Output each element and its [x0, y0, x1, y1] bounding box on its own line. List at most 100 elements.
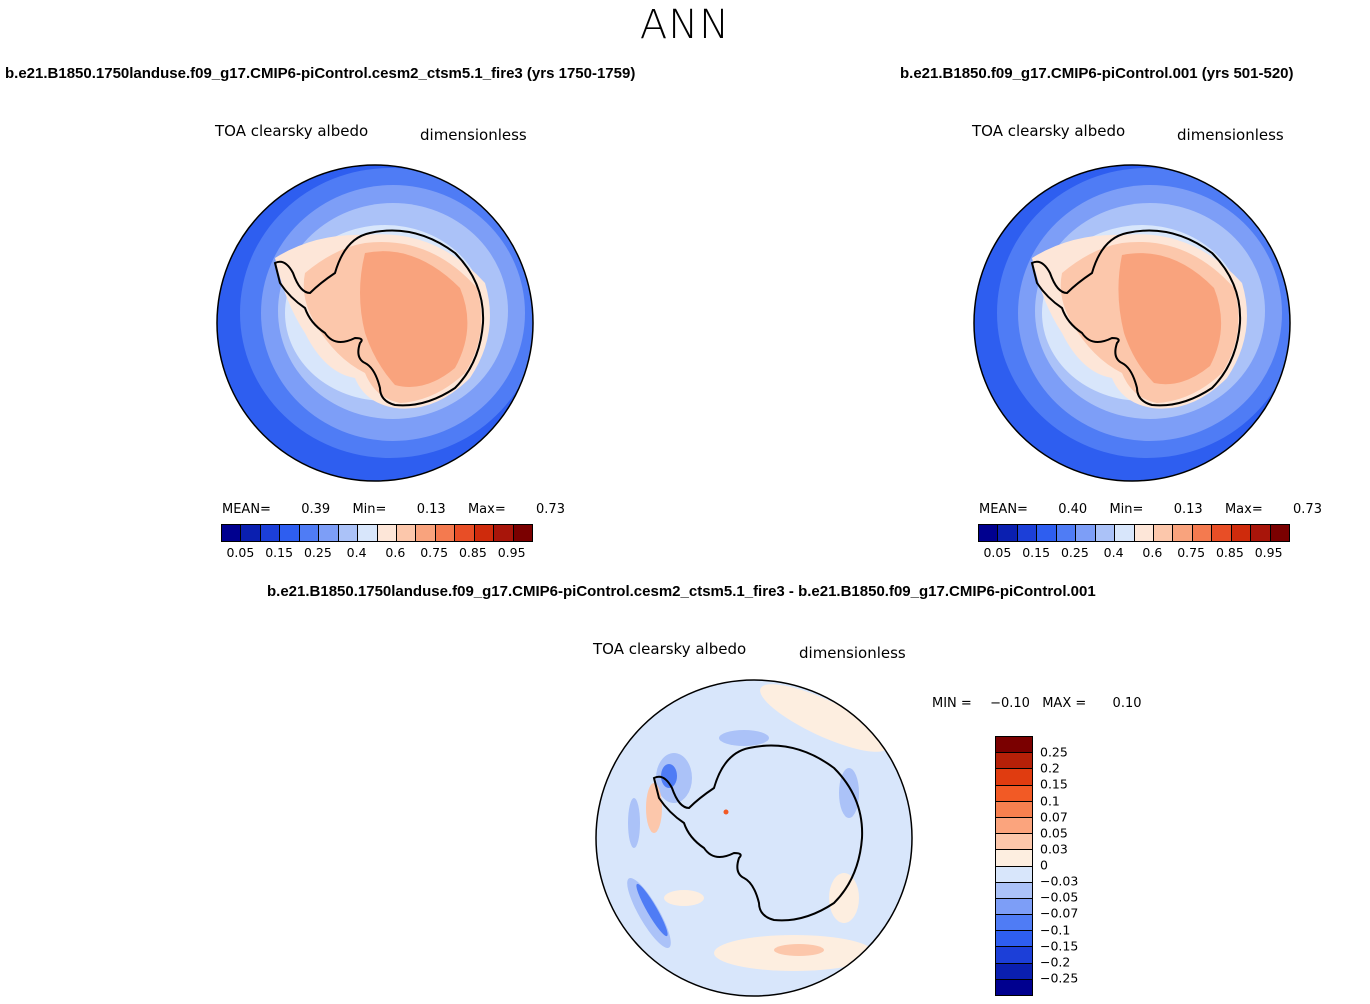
diff-colorbar: [995, 736, 1033, 996]
colorbar-swatch: [1037, 525, 1057, 541]
colorbar-tick-label: 0.25: [1040, 744, 1068, 760]
colorbar-swatch: [1056, 525, 1077, 541]
colorbar-tick-label: 0.4: [346, 545, 367, 560]
colorbar-tick-label: 0.6: [385, 545, 406, 560]
right-colorbar-ticks: 0.05 0.15 0.25 0.4 0.6 0.75 0.85 0.95: [978, 545, 1288, 561]
left-variable-label: TOA clearsky albedo: [215, 122, 369, 140]
colorbar-swatch: [1231, 525, 1252, 541]
colorbar-swatch: [222, 525, 242, 541]
diff-units-label: dimensionless: [799, 644, 906, 662]
right-colorbar: [978, 524, 1290, 542]
colorbar-swatch: [996, 963, 1032, 980]
colorbar-swatch: [996, 931, 1032, 948]
left-mean-value: 0.39: [301, 502, 331, 517]
left-stats: MEAN= 0.39 Min= 0.13 Max= 0.73: [222, 502, 565, 517]
colorbar-swatch: [455, 525, 475, 541]
diff-min-label: MIN =: [932, 696, 972, 711]
left-max-label: Max=: [467, 502, 506, 517]
left-polar-map: [216, 164, 534, 482]
diff-max-value: 0.10: [1112, 696, 1142, 711]
colorbar-swatch: [996, 850, 1032, 867]
colorbar-swatch: [377, 525, 397, 541]
diff-case-title: b.e21.B1850.1750landuse.f09_g17.CMIP6-pi…: [267, 583, 1096, 600]
colorbar-swatch: [280, 525, 300, 541]
colorbar-tick-label: 0.05: [1040, 825, 1068, 841]
colorbar-tick-label: −0.03: [1040, 873, 1079, 889]
colorbar-tick-label: 0.15: [1022, 545, 1051, 560]
colorbar-swatch: [1076, 525, 1096, 541]
right-polar-map: [973, 164, 1291, 482]
colorbar-tick-label: 0.85: [458, 545, 487, 560]
diff-colorbar-ticks: 0.25 0.2 0.15 0.1 0.07 0.05 0.03 0 −0.03 −0.05 −0.…: [1040, 736, 1100, 994]
colorbar-swatch: [996, 882, 1032, 899]
diff-polar-map: [595, 679, 913, 997]
left-case-title: b.e21.B1850.1750landuse.f09_g17.CMIP6-pi…: [5, 65, 636, 82]
right-min-value: 0.13: [1173, 502, 1203, 517]
colorbar-swatch: [996, 947, 1032, 964]
left-mean-label: MEAN=: [222, 502, 271, 517]
colorbar-tick-label: 0.75: [420, 545, 449, 560]
colorbar-swatch: [513, 525, 532, 541]
colorbar-swatch: [260, 525, 281, 541]
right-max-label: Max=: [1224, 502, 1263, 517]
left-min-value: 0.13: [416, 502, 446, 517]
right-mean-label: MEAN=: [979, 502, 1028, 517]
colorbar-swatch: [979, 525, 999, 541]
colorbar-swatch: [416, 525, 436, 541]
colorbar-tick-label: 0.95: [1254, 545, 1283, 560]
left-colorbar-ticks: 0.05 0.15 0.25 0.4 0.6 0.75 0.85 0.95: [221, 545, 531, 561]
colorbar-tick-label: 0.03: [1040, 841, 1068, 857]
right-max-value: 0.73: [1293, 502, 1322, 517]
colorbar-swatch: [1251, 525, 1271, 541]
colorbar-tick-label: −0.25: [1040, 970, 1079, 986]
right-case-title: b.e21.B1850.f09_g17.CMIP6-piControl.001 …: [900, 65, 1294, 82]
colorbar-swatch: [1270, 525, 1289, 541]
colorbar-swatch: [319, 525, 339, 541]
colorbar-swatch: [996, 753, 1032, 770]
colorbar-swatch: [1017, 525, 1038, 541]
colorbar-tick-label: −0.15: [1040, 938, 1079, 954]
colorbar-tick-label: −0.1: [1040, 922, 1071, 937]
colorbar-tick-label: 0.15: [1040, 776, 1068, 792]
colorbar-swatch: [494, 525, 514, 541]
colorbar-swatch: [396, 525, 417, 541]
right-variable-label: TOA clearsky albedo: [972, 122, 1126, 140]
colorbar-tick-label: 0.07: [1040, 809, 1068, 825]
colorbar-swatch: [435, 525, 456, 541]
left-units-label: dimensionless: [420, 126, 527, 144]
colorbar-swatch: [996, 866, 1032, 883]
colorbar-swatch: [1153, 525, 1174, 541]
colorbar-tick-label: 0.05: [226, 545, 255, 560]
diff-stats: MIN = −0.10 MAX = 0.10: [932, 696, 1142, 711]
colorbar-swatch: [996, 834, 1032, 851]
colorbar-swatch: [358, 525, 378, 541]
colorbar-swatch: [998, 525, 1018, 541]
colorbar-tick-label: 0.6: [1142, 545, 1163, 560]
colorbar-tick-label: 0.85: [1215, 545, 1244, 560]
colorbar-tick-label: −0.05: [1040, 889, 1079, 905]
diff-min-value: −0.10: [990, 696, 1030, 711]
colorbar-tick-label: 0.1: [1040, 793, 1060, 808]
colorbar-swatch: [1095, 525, 1116, 541]
left-min-label: Min=: [352, 502, 387, 517]
left-max-value: 0.73: [536, 502, 565, 517]
colorbar-tick-label: 0.15: [265, 545, 294, 560]
colorbar-swatch: [996, 915, 1032, 932]
colorbar-swatch: [996, 769, 1032, 786]
colorbar-tick-label: 0.25: [303, 545, 332, 560]
colorbar-swatch: [996, 737, 1032, 754]
colorbar-swatch: [996, 979, 1032, 995]
colorbar-tick-label: 0.4: [1103, 545, 1124, 560]
colorbar-swatch: [1212, 525, 1232, 541]
colorbar-swatch: [996, 817, 1032, 835]
colorbar-swatch: [996, 898, 1032, 916]
colorbar-tick-label: 0.95: [497, 545, 526, 560]
right-units-label: dimensionless: [1177, 126, 1284, 144]
colorbar-tick-label: 0.2: [1040, 760, 1060, 776]
diff-variable-label: TOA clearsky albedo: [593, 640, 747, 658]
colorbar-swatch: [1115, 525, 1135, 541]
colorbar-swatch: [338, 525, 359, 541]
right-stats: MEAN= 0.40 Min= 0.13 Max= 0.73: [979, 502, 1322, 517]
colorbar-swatch: [299, 525, 320, 541]
colorbar-swatch: [474, 525, 495, 541]
